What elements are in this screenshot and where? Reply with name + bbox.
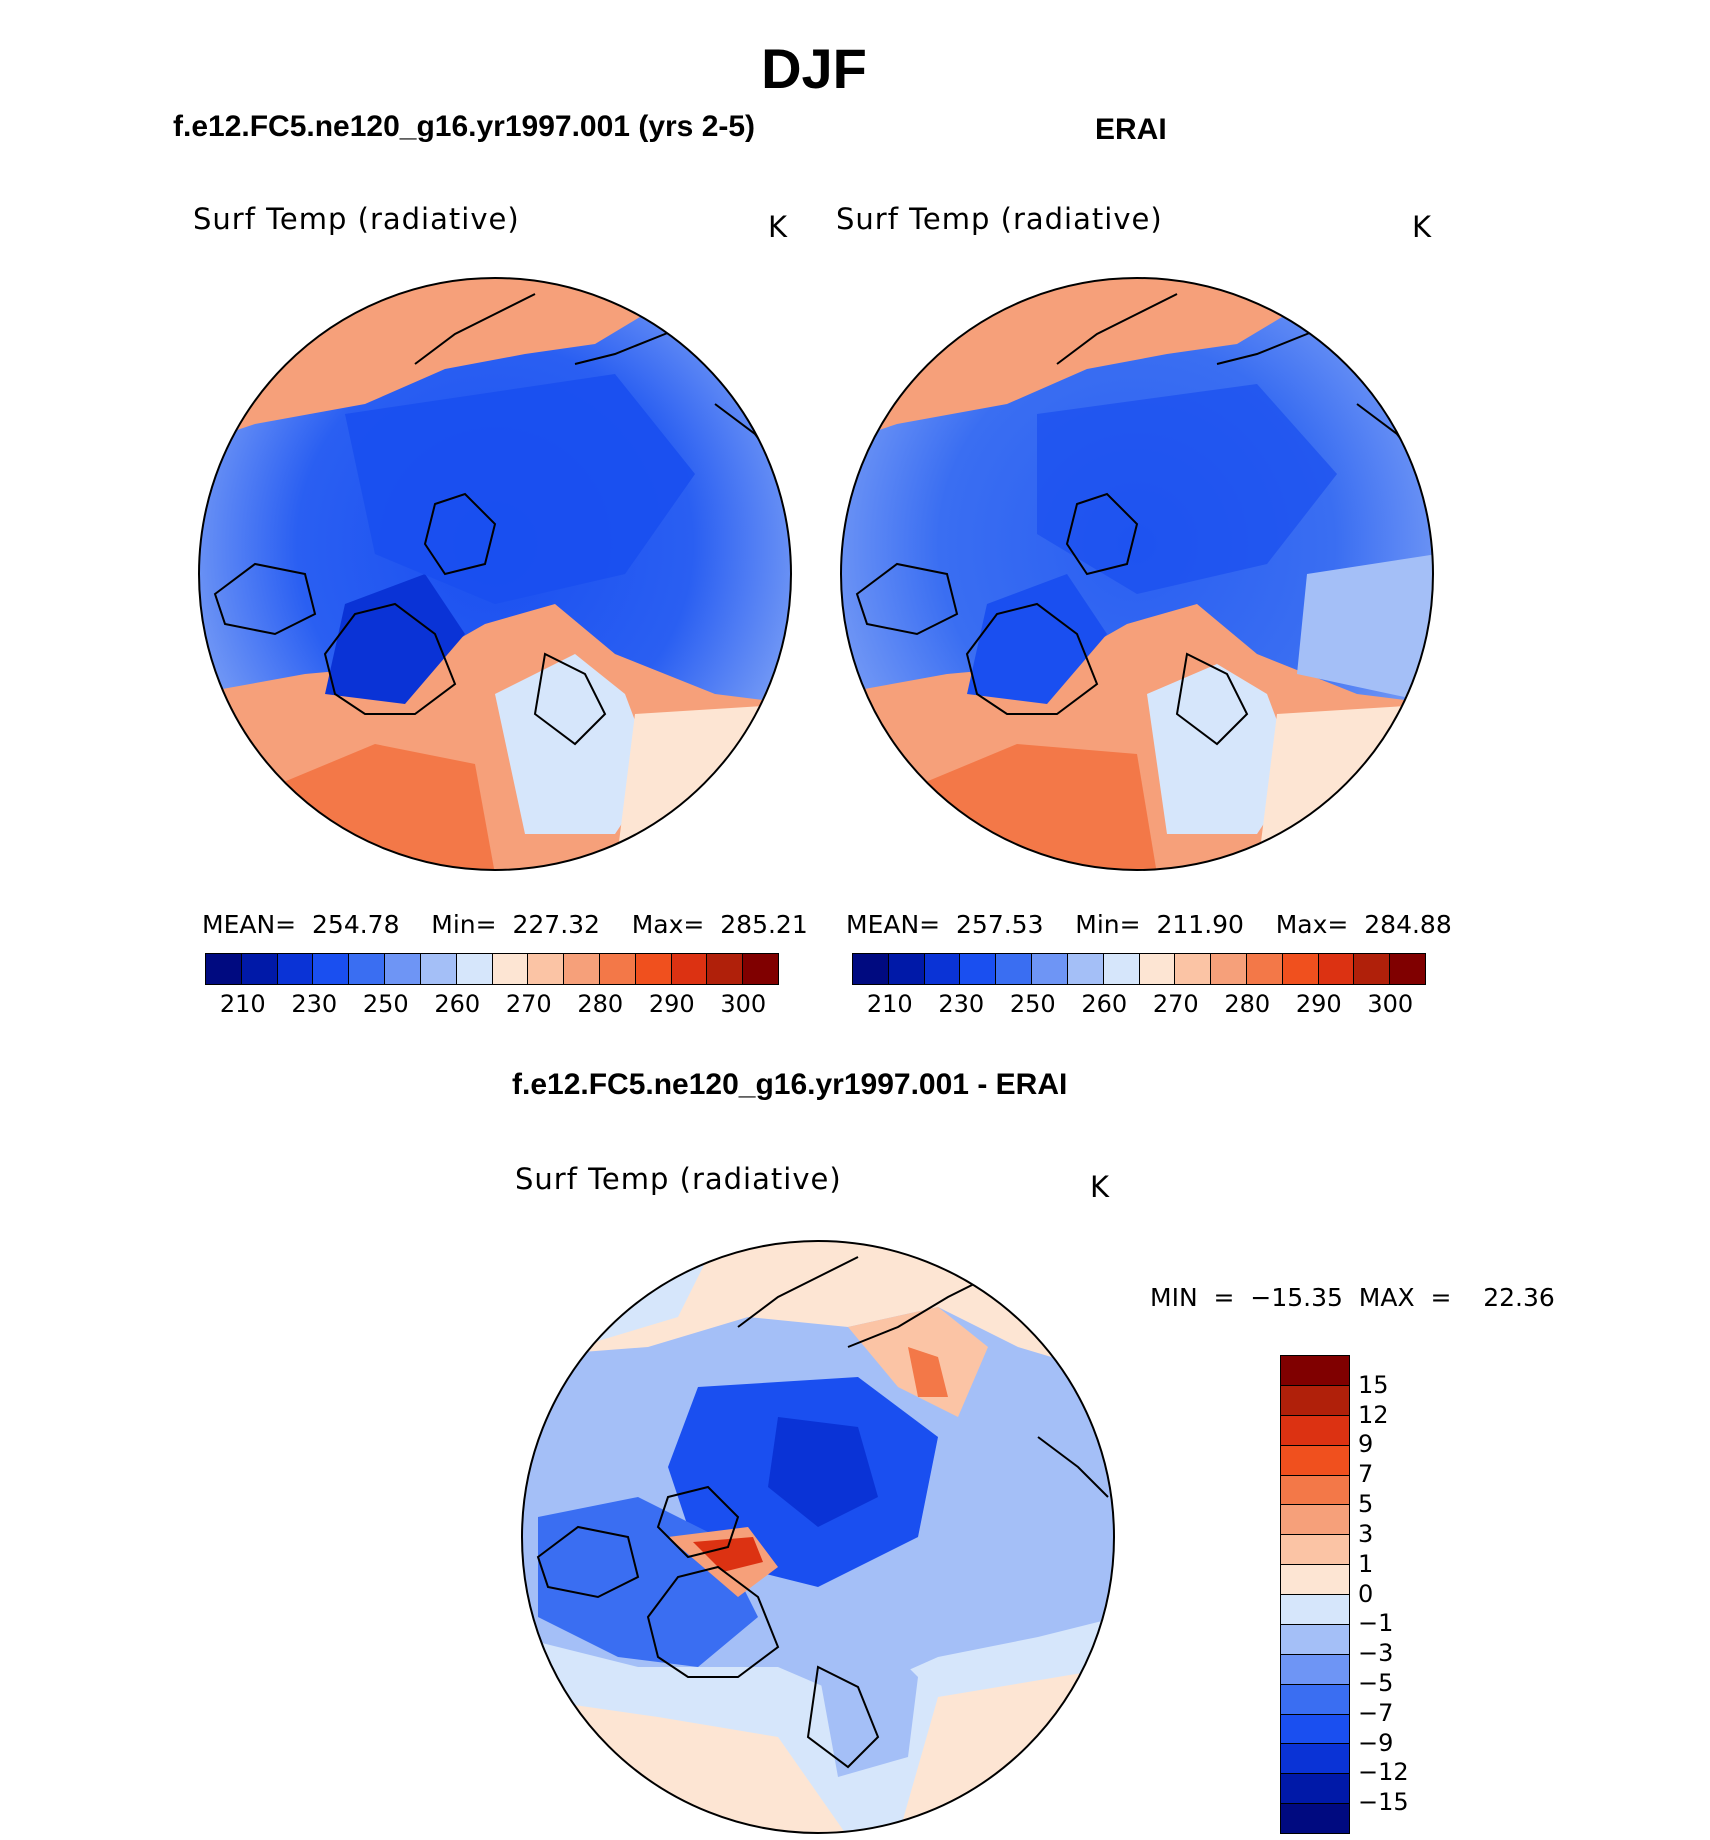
- colorbar-swatch: [241, 954, 278, 984]
- diff-units-label: K: [1090, 1170, 1111, 1204]
- colorbar-swatch: [1281, 1565, 1349, 1595]
- colorbar-swatch: [960, 954, 997, 984]
- colorbar-tick-label: 210: [219, 990, 266, 1018]
- colorbar-swatch: [853, 954, 889, 984]
- colorbar-swatch: [1281, 1774, 1349, 1805]
- colorbar-swatch: [1282, 954, 1319, 984]
- colorbar-swatch: [1211, 954, 1247, 984]
- colorbar-swatch: [1281, 1744, 1349, 1775]
- colorbar-tick-label: 270: [505, 990, 552, 1018]
- colorbar-tick-label: −3: [1358, 1639, 1394, 1668]
- colorbar-swatch: [528, 954, 565, 984]
- right-map-stats: MEAN= 257.53 Min= 211.90 Max= 284.88: [846, 910, 1452, 939]
- colorbar-tick-label: 9: [1358, 1430, 1374, 1459]
- colorbar-swatch: [1318, 954, 1355, 984]
- colorbar-tick-label: 5: [1358, 1490, 1374, 1519]
- colorbar-swatch: [385, 954, 421, 984]
- colorbar-tick-label: 270: [1152, 990, 1199, 1018]
- colorbar-swatch: [1281, 1356, 1349, 1386]
- colorbar-swatch: [924, 954, 961, 984]
- colorbar-tick-label: 210: [866, 990, 913, 1018]
- season-title: DJF: [761, 37, 867, 100]
- colorbar-swatch: [1103, 954, 1140, 984]
- colorbar-swatch: [1281, 1595, 1349, 1625]
- diff-map-stats: MIN = −15.35 MAX = 22.36: [1150, 1283, 1555, 1312]
- colorbar-tick-label: 260: [434, 990, 481, 1018]
- colorbar-swatch: [349, 954, 386, 984]
- colorbar-tick-label: −9: [1358, 1728, 1394, 1757]
- colorbar-swatch: [743, 954, 778, 984]
- colorbar-swatch: [1139, 954, 1176, 984]
- colorbar-swatch: [1281, 1535, 1349, 1566]
- colorbar-tick-label: 280: [577, 990, 624, 1018]
- right-units-label: K: [1412, 210, 1433, 244]
- colorbar-tick-label: 0: [1358, 1579, 1374, 1608]
- colorbar-swatch: [1175, 954, 1212, 984]
- colorbar-tick-label: 280: [1224, 990, 1271, 1018]
- colorbar-swatch: [1281, 1714, 1349, 1745]
- colorbar-swatch: [492, 954, 529, 984]
- right-panel-title: ERAI: [1095, 113, 1167, 146]
- colorbar-tick-label: 3: [1358, 1519, 1374, 1548]
- colorbar-tick-label: 230: [938, 990, 985, 1018]
- colorbar-swatch: [313, 954, 350, 984]
- colorbar-tick-label: 12: [1358, 1400, 1389, 1429]
- colorbar-swatch: [635, 954, 672, 984]
- colorbar-tick-label: −15: [1358, 1788, 1409, 1817]
- left-variable-label: Surf Temp (radiative): [193, 202, 520, 236]
- colorbar-tick-label: 1: [1358, 1549, 1374, 1578]
- colorbar-swatch: [1281, 1475, 1349, 1506]
- colorbar-swatch: [1281, 1624, 1349, 1655]
- right-polar-map: [840, 277, 1434, 871]
- colorbar-swatch: [707, 954, 744, 984]
- colorbar-swatch: [1281, 1654, 1349, 1685]
- colorbar-swatch: [888, 954, 925, 984]
- colorbar-swatch: [564, 954, 600, 984]
- colorbar-swatch: [671, 954, 708, 984]
- colorbar-tick-label: −5: [1358, 1668, 1394, 1697]
- colorbar-swatch: [1281, 1415, 1349, 1446]
- colorbar-swatch: [1354, 954, 1391, 984]
- colorbar-tick-label: −1: [1358, 1609, 1394, 1638]
- colorbar-tick-label: 260: [1081, 990, 1128, 1018]
- diff-polar-map: [521, 1240, 1115, 1834]
- left-panel-title: f.e12.FC5.ne120_g16.yr1997.001 (yrs 2-5): [173, 110, 756, 143]
- right-variable-label: Surf Temp (radiative): [836, 202, 1163, 236]
- colorbar-swatch: [1390, 954, 1425, 984]
- diff-panel-title: f.e12.FC5.ne120_g16.yr1997.001 - ERAI: [512, 1068, 1068, 1101]
- colorbar-tick-label: −12: [1358, 1758, 1409, 1787]
- colorbar-tick-label: 250: [362, 990, 409, 1018]
- colorbar-swatch: [420, 954, 457, 984]
- left-polar-map: [198, 277, 792, 871]
- colorbar-tick-label: 230: [291, 990, 338, 1018]
- colorbar-swatch: [1281, 1804, 1349, 1833]
- colorbar-swatch: [456, 954, 493, 984]
- colorbar-swatch: [277, 954, 314, 984]
- colorbar-swatch: [1067, 954, 1104, 984]
- diff-colorbar: [1280, 1355, 1350, 1834]
- colorbar-tick-label: 250: [1009, 990, 1056, 1018]
- colorbar-swatch: [1281, 1445, 1349, 1476]
- right-colorbar: [852, 953, 1426, 985]
- colorbar-swatch: [1032, 954, 1068, 984]
- colorbar-tick-label: 300: [720, 990, 767, 1018]
- colorbar-swatch: [1246, 954, 1283, 984]
- colorbar-swatch: [599, 954, 636, 984]
- colorbar-tick-label: 15: [1358, 1370, 1389, 1399]
- diff-variable-label: Surf Temp (radiative): [515, 1162, 842, 1196]
- colorbar-tick-label: −7: [1358, 1698, 1394, 1727]
- colorbar-swatch: [1281, 1385, 1349, 1416]
- left-map-stats: MEAN= 254.78 Min= 227.32 Max= 285.21: [202, 910, 808, 939]
- colorbar-tick-label: 290: [1295, 990, 1342, 1018]
- colorbar-tick-label: 290: [648, 990, 695, 1018]
- colorbar-swatch: [1281, 1684, 1349, 1715]
- left-units-label: K: [768, 210, 789, 244]
- colorbar-tick-label: 7: [1358, 1460, 1374, 1489]
- left-colorbar: [205, 953, 779, 985]
- colorbar-tick-label: 300: [1367, 990, 1414, 1018]
- colorbar-swatch: [206, 954, 242, 984]
- colorbar-swatch: [996, 954, 1033, 984]
- colorbar-swatch: [1281, 1505, 1349, 1536]
